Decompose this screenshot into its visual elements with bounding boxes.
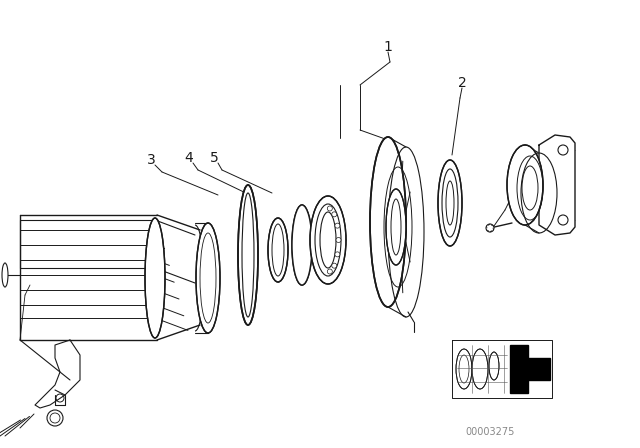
Polygon shape: [510, 345, 528, 393]
Ellipse shape: [196, 223, 220, 333]
Ellipse shape: [292, 205, 312, 285]
Ellipse shape: [336, 237, 341, 242]
Ellipse shape: [327, 206, 332, 211]
Text: 5: 5: [210, 151, 218, 165]
Ellipse shape: [507, 145, 543, 225]
Ellipse shape: [332, 263, 337, 268]
Ellipse shape: [238, 185, 258, 325]
Ellipse shape: [456, 349, 472, 389]
Ellipse shape: [310, 196, 346, 284]
Ellipse shape: [327, 269, 332, 274]
Polygon shape: [539, 135, 575, 235]
Ellipse shape: [268, 218, 288, 282]
Ellipse shape: [472, 349, 488, 389]
Ellipse shape: [47, 410, 63, 426]
Ellipse shape: [332, 212, 337, 217]
Ellipse shape: [335, 223, 340, 228]
Ellipse shape: [335, 252, 340, 257]
Text: 2: 2: [458, 76, 467, 90]
Ellipse shape: [145, 218, 165, 338]
Ellipse shape: [489, 352, 499, 380]
Ellipse shape: [370, 137, 406, 307]
Ellipse shape: [486, 224, 494, 232]
Ellipse shape: [438, 160, 462, 246]
Ellipse shape: [2, 263, 8, 287]
Text: 1: 1: [383, 40, 392, 54]
Ellipse shape: [386, 189, 406, 265]
Text: 6: 6: [543, 170, 552, 184]
Text: 00003275: 00003275: [465, 427, 515, 437]
Text: 4: 4: [184, 151, 193, 165]
Text: 3: 3: [147, 153, 156, 167]
Text: 7: 7: [509, 188, 518, 202]
Polygon shape: [528, 358, 550, 380]
